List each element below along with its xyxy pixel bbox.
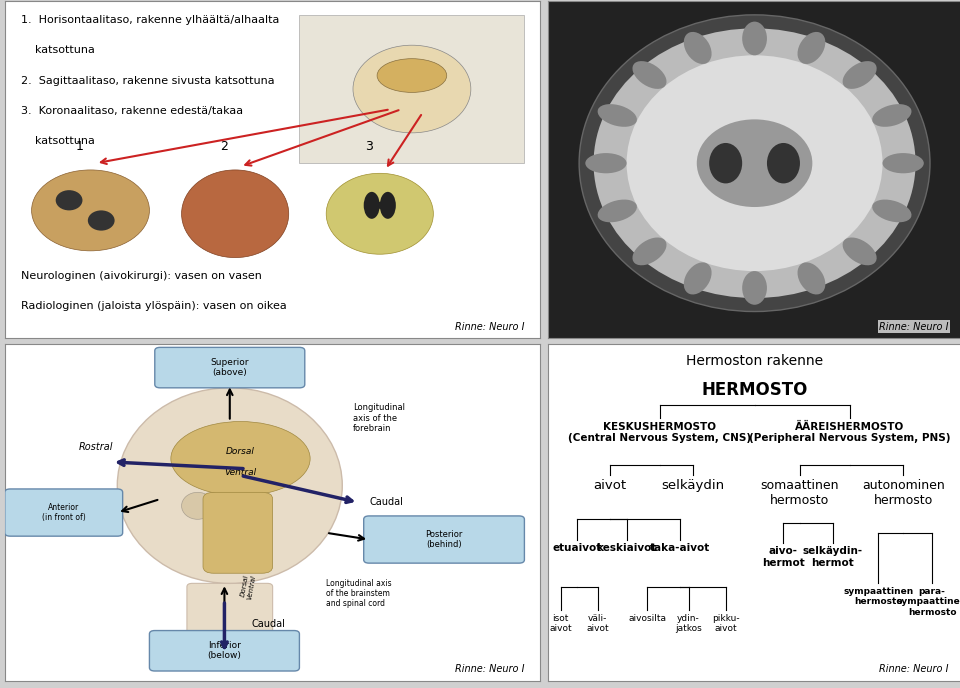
Ellipse shape (684, 262, 711, 294)
Text: Caudal: Caudal (252, 619, 285, 629)
Ellipse shape (377, 58, 446, 92)
Text: Rostral: Rostral (79, 442, 113, 452)
Text: selkäydin-
hermot: selkäydin- hermot (803, 546, 863, 568)
Ellipse shape (117, 388, 343, 583)
Text: selkäydin: selkäydin (661, 479, 724, 492)
Ellipse shape (798, 32, 826, 64)
Text: 1.  Horisontaalitaso, rakenne ylhäältä/alhaalta: 1. Horisontaalitaso, rakenne ylhäältä/al… (21, 15, 279, 25)
Ellipse shape (171, 422, 310, 495)
Ellipse shape (843, 237, 876, 266)
Text: KESKUSHERMOSTO
(Central Nervous System, CNS): KESKUSHERMOSTO (Central Nervous System, … (568, 422, 751, 443)
Ellipse shape (369, 202, 391, 208)
Ellipse shape (697, 119, 812, 207)
Text: Longitudinal
axis of the
forebrain: Longitudinal axis of the forebrain (353, 403, 405, 433)
FancyBboxPatch shape (203, 493, 273, 573)
Text: ÄÄREISHERMOSTO
(Peripheral Nervous System, PNS): ÄÄREISHERMOSTO (Peripheral Nervous Syste… (749, 422, 950, 443)
Ellipse shape (684, 32, 711, 64)
Ellipse shape (56, 190, 83, 211)
Ellipse shape (598, 104, 636, 127)
Text: Dorsal: Dorsal (226, 447, 255, 456)
Text: isot
aivot: isot aivot (549, 614, 572, 633)
Text: Posterior
(behind): Posterior (behind) (425, 530, 463, 549)
Text: Radiologinen (jaloista ylöspäin): vasen on oikea: Radiologinen (jaloista ylöspäin): vasen … (21, 301, 287, 312)
FancyBboxPatch shape (5, 489, 123, 536)
Text: Anterior
(in front of): Anterior (in front of) (42, 503, 85, 522)
Ellipse shape (380, 192, 396, 219)
Text: aivo-
hermot: aivo- hermot (762, 546, 804, 568)
FancyBboxPatch shape (155, 347, 304, 388)
Ellipse shape (353, 45, 470, 133)
Ellipse shape (627, 55, 882, 271)
Ellipse shape (742, 21, 767, 55)
Text: Rinne: Neuro I: Rinne: Neuro I (455, 665, 524, 674)
FancyBboxPatch shape (187, 583, 273, 658)
Ellipse shape (767, 143, 800, 184)
Text: 3: 3 (365, 140, 373, 153)
Text: para-
sympaattinen
hermosto: para- sympaattinen hermosto (897, 587, 960, 616)
Text: katsottuna: katsottuna (21, 136, 95, 147)
Text: aivosilta: aivosilta (628, 614, 666, 623)
Ellipse shape (709, 143, 742, 184)
Ellipse shape (742, 271, 767, 305)
Text: keskiaivot: keskiaivot (596, 543, 657, 553)
FancyBboxPatch shape (150, 630, 300, 671)
Ellipse shape (326, 173, 433, 255)
Text: Longitudinal axis
of the brainstem
and spinal cord: Longitudinal axis of the brainstem and s… (326, 579, 392, 608)
Text: katsottuna: katsottuna (21, 45, 95, 55)
Text: aivot: aivot (593, 479, 627, 492)
Text: 2: 2 (221, 140, 228, 153)
Ellipse shape (882, 153, 924, 173)
FancyBboxPatch shape (364, 516, 524, 563)
Text: Dorsal
Ventral: Dorsal Ventral (240, 573, 257, 600)
Ellipse shape (633, 237, 666, 266)
Ellipse shape (873, 200, 911, 222)
FancyBboxPatch shape (300, 15, 524, 163)
Ellipse shape (579, 15, 930, 312)
Text: Ventral: Ventral (225, 468, 256, 477)
Text: autonominen
hermosto: autonominen hermosto (862, 479, 945, 507)
Text: Rinne: Neuro I: Rinne: Neuro I (455, 322, 524, 332)
Ellipse shape (181, 493, 214, 519)
Ellipse shape (32, 170, 150, 251)
Ellipse shape (181, 170, 289, 257)
Text: pikku-
aivot: pikku- aivot (712, 614, 739, 633)
Text: väli-
aivot: väli- aivot (587, 614, 609, 633)
Text: 2.  Sagittaalitaso, rakenne sivusta katsottuna: 2. Sagittaalitaso, rakenne sivusta katso… (21, 76, 275, 85)
Text: Neurologinen (aivokirurgi): vasen on vasen: Neurologinen (aivokirurgi): vasen on vas… (21, 271, 262, 281)
Text: sympaattinen
hermosto: sympaattinen hermosto (843, 587, 914, 606)
Text: Caudal: Caudal (369, 497, 403, 508)
Ellipse shape (593, 28, 916, 298)
Text: Superior
(above): Superior (above) (210, 358, 249, 377)
Ellipse shape (598, 200, 636, 222)
Text: 3.  Koronaalitaso, rakenne edestä/takaa: 3. Koronaalitaso, rakenne edestä/takaa (21, 106, 243, 116)
Text: ydin-
jatkos: ydin- jatkos (675, 614, 702, 633)
Text: Rinne: Neuro I: Rinne: Neuro I (879, 322, 948, 332)
Text: taka-aivot: taka-aivot (650, 543, 710, 553)
Text: Inferior
(below): Inferior (below) (207, 641, 241, 660)
Ellipse shape (87, 211, 114, 230)
Text: etuaivot: etuaivot (552, 543, 602, 553)
Ellipse shape (364, 192, 380, 219)
Text: Rinne: Neuro I: Rinne: Neuro I (879, 665, 948, 674)
Text: HERMOSTO: HERMOSTO (702, 381, 807, 399)
Ellipse shape (633, 61, 666, 89)
Text: 1: 1 (76, 140, 84, 153)
Text: somaattinen
hermosto: somaattinen hermosto (760, 479, 839, 507)
Ellipse shape (798, 262, 826, 294)
Ellipse shape (843, 61, 876, 89)
Ellipse shape (586, 153, 627, 173)
Text: Hermoston rakenne: Hermoston rakenne (686, 354, 823, 368)
Ellipse shape (873, 104, 911, 127)
